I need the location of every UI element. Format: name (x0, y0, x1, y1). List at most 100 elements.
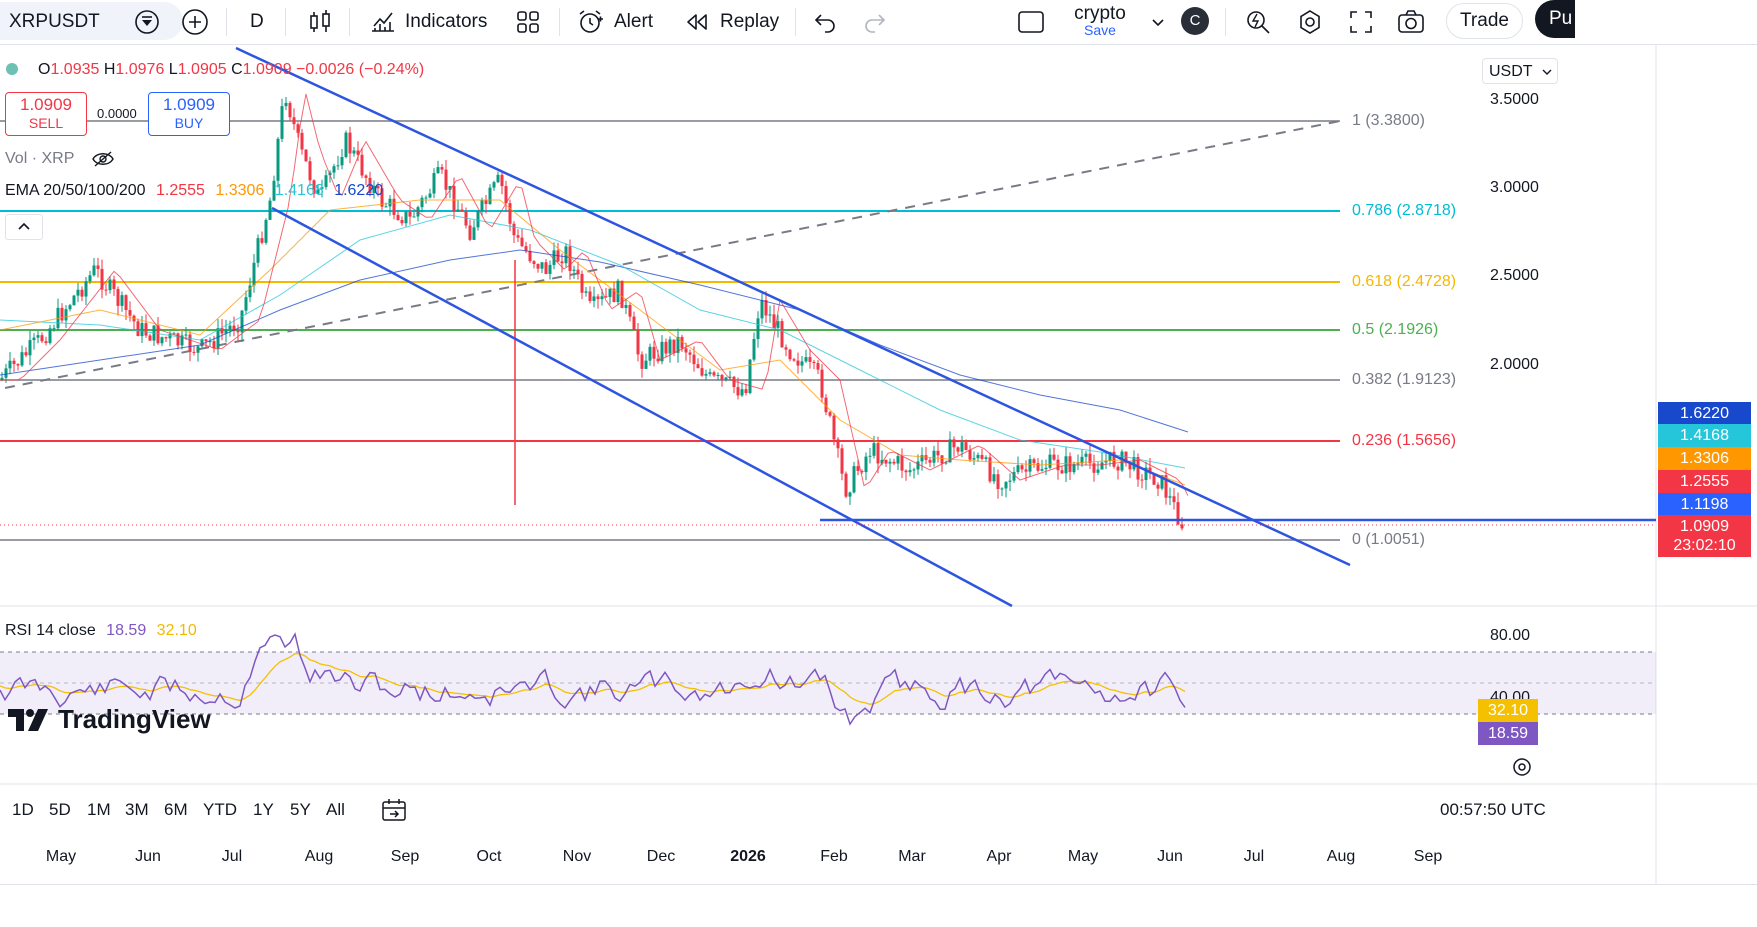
range-3m[interactable]: 3M (125, 800, 149, 819)
candle-body (64, 309, 68, 321)
range-1y[interactable]: 1Y (253, 800, 274, 819)
channel-upper-line (235, 46, 1351, 567)
candle-body (1072, 464, 1076, 473)
range-1m[interactable]: 1M (87, 800, 111, 819)
tradingview-logo[interactable]: TradingView (8, 704, 211, 735)
screenshot-icon[interactable] (1396, 0, 1426, 44)
buy-price: 1.0909 (163, 95, 215, 114)
candle-body (588, 291, 592, 301)
layout-icon[interactable] (1016, 0, 1046, 44)
ema-legend[interactable]: EMA 20/50/100/200 1.2555 1.3306 1.4168 1… (5, 182, 383, 200)
candle-body (392, 198, 396, 215)
symbol-search[interactable] (0, 2, 183, 40)
candle-body (48, 328, 52, 344)
candle-body (372, 186, 376, 194)
collapse-legend-button[interactable] (5, 214, 43, 240)
candle-body (836, 439, 840, 449)
range-5y[interactable]: 5Y (290, 800, 311, 819)
candle-body (592, 296, 596, 301)
candle-body (196, 346, 200, 353)
candle-body (856, 466, 860, 471)
candle-body (704, 373, 708, 376)
sell-button[interactable]: 1.0909 SELL (5, 92, 87, 136)
chevron-down-icon[interactable] (1150, 0, 1166, 44)
candle-body (288, 102, 292, 118)
range-5d[interactable]: 5D (49, 800, 71, 819)
ema200-tag: 1.6220 (1658, 402, 1751, 425)
candle-body (312, 180, 316, 194)
candle-body (684, 348, 688, 353)
symbol-name[interactable]: XRPUSDT (9, 11, 100, 32)
candle-body (584, 291, 588, 293)
candle-body (636, 330, 640, 355)
time-axis-settings-icon[interactable] (1511, 756, 1533, 783)
candle-body (188, 334, 192, 352)
range-6m[interactable]: 6M (164, 800, 188, 819)
indicators-button[interactable]: Indicators (369, 0, 487, 44)
redo-icon[interactable] (862, 0, 888, 44)
publish-button[interactable]: Pu (1535, 0, 1575, 38)
ohlc-h-label: H (103, 61, 116, 78)
currency-select[interactable]: USDT (1482, 58, 1558, 84)
utc-clock[interactable]: 00:57:50 UTC (1440, 800, 1546, 819)
time-axis-label: Sep (390, 848, 420, 865)
rsi-legend[interactable]: RSI 14 close 18.59 32.10 (5, 622, 197, 640)
range-all[interactable]: All (326, 800, 345, 819)
candle-body (1108, 451, 1112, 461)
buy-button[interactable]: 1.0909 BUY (148, 92, 230, 136)
candle-body (36, 335, 40, 338)
volume-legend[interactable]: Vol · XRP (5, 150, 115, 168)
candle-body (316, 188, 320, 194)
fullscreen-icon[interactable] (1347, 0, 1375, 44)
quick-search-icon[interactable] (1244, 0, 1272, 44)
candle-body (920, 455, 924, 462)
candle-body (1136, 457, 1140, 480)
candle-body (100, 268, 104, 290)
undo-icon[interactable] (812, 0, 838, 44)
eye-hidden-icon[interactable] (91, 150, 115, 168)
alert-button[interactable]: Alert (576, 0, 653, 44)
range-1d[interactable]: 1D (12, 800, 34, 819)
candle-body (992, 474, 996, 482)
templates-icon[interactable] (515, 0, 541, 44)
compare-icon[interactable] (134, 0, 160, 44)
candle-body (552, 250, 556, 265)
candle-body (656, 358, 660, 362)
add-symbol-icon[interactable] (181, 0, 209, 44)
range-ytd[interactable]: YTD (203, 800, 237, 819)
candle-body (340, 157, 344, 166)
candle-body (20, 352, 24, 366)
candle-body (148, 335, 152, 341)
candle-body (608, 288, 612, 298)
interval-button[interactable]: D (250, 11, 264, 32)
chart-canvas[interactable] (0, 44, 1757, 884)
candle-body (852, 466, 856, 493)
sell-label: SELL (28, 115, 64, 131)
candle-body (572, 269, 576, 271)
currency-label: USDT (1489, 63, 1533, 80)
candle-body (1056, 459, 1060, 471)
layout-save: Save (1084, 22, 1116, 38)
candle-body (124, 295, 128, 311)
candle-body (476, 211, 480, 228)
candle-body (1040, 469, 1044, 471)
market-status-dot[interactable] (6, 63, 18, 75)
chevron-up-icon (18, 222, 30, 230)
replay-button[interactable]: Replay (684, 0, 779, 44)
candle-body (368, 177, 372, 194)
candle-body (504, 186, 508, 204)
channel-lower-line (271, 206, 1013, 608)
go-to-date-icon[interactable] (380, 796, 408, 829)
candle-body (12, 360, 16, 365)
candle-body (484, 200, 488, 205)
candle-body (752, 339, 756, 360)
top-toolbar: XRPUSDT D Indicators Alert Replay crypto… (0, 0, 1757, 45)
candles-icon[interactable] (306, 0, 334, 44)
layout-name-button[interactable]: crypto Save (1060, 3, 1140, 38)
candle-body (348, 132, 352, 154)
candle-body (672, 339, 676, 353)
trade-button[interactable]: Trade (1446, 3, 1523, 39)
ema20-value: 1.2555 (156, 182, 205, 199)
settings-icon[interactable] (1296, 0, 1324, 44)
avatar[interactable]: C (1181, 7, 1209, 35)
